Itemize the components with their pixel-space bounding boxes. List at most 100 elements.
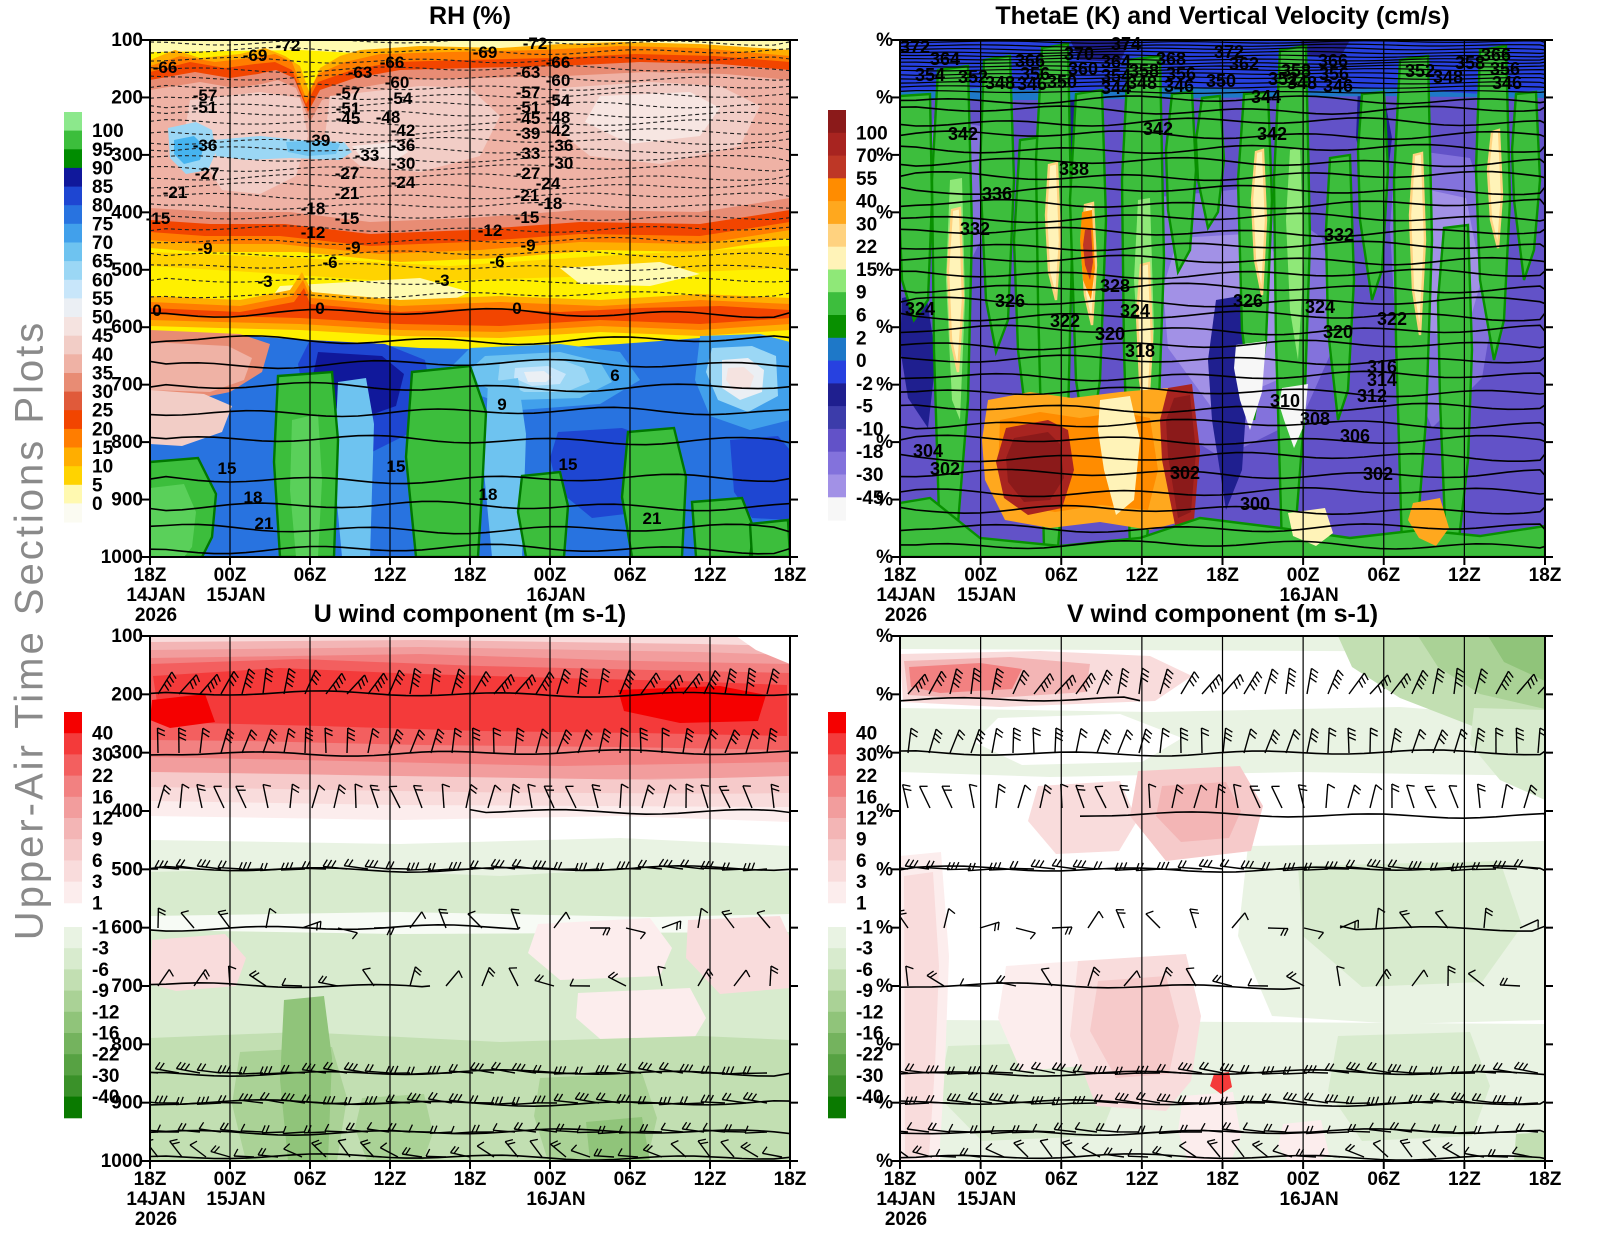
svg-text:-42: -42 (391, 121, 416, 140)
svg-text:-12: -12 (478, 221, 503, 240)
svg-text:-30: -30 (391, 154, 416, 173)
panel-vwind: 18Z 00Z 06Z 12Z 18Z 00Z 06Z 12Z 18Z14JAN202615JA… (828, 600, 1562, 1230)
svg-text:0: 0 (315, 299, 324, 318)
svg-text:18Z: 18Z (1206, 1169, 1239, 1190)
svg-text:-54: -54 (388, 89, 413, 108)
svg-text:-24: -24 (536, 174, 561, 193)
svg-text:35: 35 (92, 363, 114, 384)
svg-text:-3: -3 (856, 939, 873, 960)
svg-text:80: 80 (92, 196, 113, 217)
svg-text:0: 0 (92, 494, 103, 515)
svg-text:15: 15 (92, 438, 114, 459)
thetae-axes: 18Z 00Z 06Z 12Z 18Z 00Z 06Z 12Z 18Z14JAN202615JA… (876, 30, 1562, 626)
svg-text:320: 320 (1095, 324, 1125, 344)
svg-text:358: 358 (1455, 53, 1485, 73)
svg-text:-21: -21 (515, 186, 540, 205)
svg-text:0: 0 (512, 299, 521, 318)
svg-text:90: 90 (92, 158, 113, 179)
svg-text:18: 18 (479, 485, 498, 504)
svg-text:400: 400 (111, 202, 143, 223)
svg-text:-18: -18 (538, 194, 563, 213)
vwind-grid (980, 636, 1465, 1161)
svg-text:600: 600 (111, 918, 143, 939)
svg-text:352: 352 (1268, 69, 1298, 89)
svg-text:374: 374 (1111, 34, 1141, 54)
svg-text:-30: -30 (92, 1066, 119, 1087)
svg-text:9: 9 (856, 283, 867, 304)
svg-text:-72: -72 (276, 36, 301, 55)
svg-text:338: 338 (1059, 159, 1089, 179)
svg-text:00Z: 00Z (964, 1169, 997, 1190)
svg-text:12Z: 12Z (374, 1169, 407, 1190)
svg-text:RH (%): RH (%) (429, 2, 511, 30)
svg-text:356: 356 (1319, 64, 1349, 84)
svg-text:21: 21 (255, 514, 274, 533)
svg-text:324: 324 (1120, 301, 1150, 321)
svg-text:00Z: 00Z (214, 1169, 247, 1190)
svg-text:304: 304 (913, 441, 943, 461)
svg-text:342: 342 (1257, 124, 1287, 144)
svg-text:18: 18 (244, 488, 263, 507)
svg-text:9: 9 (856, 830, 867, 851)
svg-text:332: 332 (960, 219, 990, 239)
svg-text:-21: -21 (335, 184, 360, 203)
svg-text:1000: 1000 (101, 1151, 143, 1172)
svg-text:316: 316 (1367, 357, 1397, 377)
svg-text:360: 360 (1068, 59, 1098, 79)
vwind-wind-barbs (900, 667, 1545, 1158)
thetae-contour-lines (900, 40, 1545, 550)
svg-text:%: % (876, 317, 893, 338)
svg-text:55: 55 (92, 289, 114, 310)
svg-text:12Z: 12Z (1448, 565, 1481, 586)
svg-text:200: 200 (111, 87, 143, 108)
svg-text:95: 95 (92, 140, 114, 161)
svg-text:16JAN: 16JAN (1280, 1189, 1339, 1210)
svg-text:350: 350 (1047, 72, 1077, 92)
svg-text:-57: -57 (193, 86, 218, 105)
svg-text:366: 366 (1318, 51, 1348, 71)
svg-text:372: 372 (900, 37, 930, 57)
svg-text:302: 302 (930, 459, 960, 479)
svg-text:%: % (876, 976, 893, 997)
panel-rh: -72 -72-69 -69-66 -66 -66-63 -63-60 -60-57 -57-… (64, 2, 807, 626)
svg-text:342: 342 (1143, 119, 1173, 139)
svg-text:-45: -45 (516, 109, 541, 128)
svg-text:-15: -15 (515, 208, 540, 227)
svg-text:364: 364 (930, 49, 960, 69)
svg-text:%: % (876, 260, 893, 281)
svg-text:-12: -12 (301, 223, 326, 242)
svg-text:-9: -9 (856, 981, 873, 1002)
svg-text:320: 320 (1323, 322, 1353, 342)
svg-text:-48: -48 (376, 108, 401, 127)
svg-text:06Z: 06Z (1045, 1169, 1078, 1190)
svg-text:20: 20 (92, 419, 113, 440)
svg-text:-6: -6 (489, 252, 504, 271)
svg-text:18Z: 18Z (1206, 565, 1239, 586)
svg-text:70: 70 (856, 146, 877, 167)
svg-text:0: 0 (152, 301, 161, 320)
svg-text:16JAN: 16JAN (526, 585, 585, 606)
svg-text:%: % (876, 918, 893, 939)
svg-text:18Z: 18Z (454, 565, 487, 586)
svg-text:2026: 2026 (885, 1209, 927, 1230)
svg-text:-60: -60 (546, 71, 571, 90)
svg-text:-36: -36 (193, 136, 218, 155)
svg-text:-63: -63 (516, 63, 541, 82)
svg-text:12Z: 12Z (694, 1169, 727, 1190)
svg-text:600: 600 (111, 317, 143, 338)
svg-text:300: 300 (111, 743, 143, 764)
svg-text:06Z: 06Z (1367, 1169, 1400, 1190)
svg-text:-1: -1 (856, 918, 873, 939)
svg-text:6: 6 (92, 851, 103, 872)
svg-text:-6: -6 (856, 960, 873, 981)
svg-text:00Z: 00Z (1287, 1169, 1320, 1190)
svg-text:%: % (876, 1093, 893, 1114)
svg-text:100: 100 (856, 123, 888, 144)
svg-text:55: 55 (856, 169, 878, 190)
svg-text:60: 60 (92, 270, 113, 291)
uwind-title: U wind component (m s-1) (314, 600, 627, 628)
svg-text:-2: -2 (856, 374, 873, 395)
svg-text:%: % (876, 87, 893, 108)
svg-text:-3: -3 (257, 272, 272, 291)
